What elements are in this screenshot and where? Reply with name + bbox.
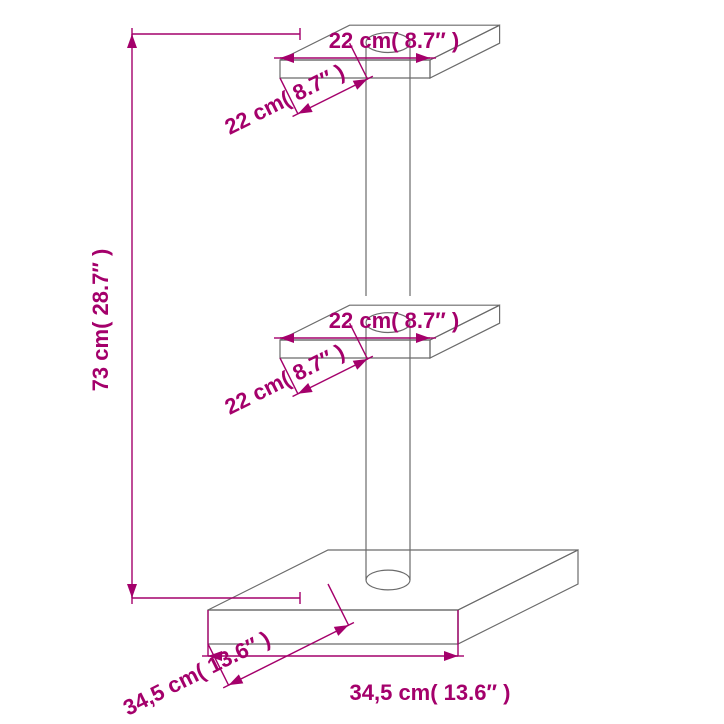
dim-shelf2-depth-label: 22 cm( 8.7″ ) (221, 339, 349, 420)
dim-shelf1-width-label: 22 cm( 8.7″ ) (329, 28, 459, 53)
dim-base-depth: 34,5 cm( 13.6″ ) (119, 584, 354, 720)
dim-base-width-label: 34,5 cm( 13.6″ ) (350, 680, 511, 705)
dim-height-label: 73 cm( 28.7″ ) (88, 249, 113, 392)
dimension-annotations: 73 cm( 28.7″ ) 22 cm( 8.7″ ) 22 cm( 8.7″ )… (88, 28, 510, 720)
dim-shelf1-depth-label: 22 cm( 8.7″ ) (221, 59, 349, 140)
dim-shelf2-width: 22 cm( 8.7″ ) (274, 308, 459, 343)
dim-shelf1-width: 22 cm( 8.7″ ) (274, 28, 459, 63)
dim-shelf2-width-label: 22 cm( 8.7″ ) (329, 308, 459, 333)
